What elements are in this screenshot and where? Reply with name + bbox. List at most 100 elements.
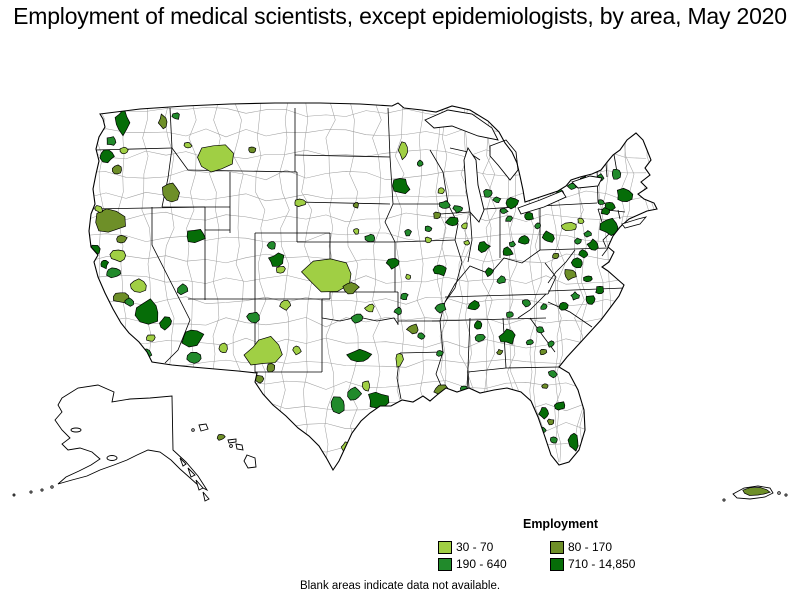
- employment-area: [540, 303, 548, 310]
- employment-area: [552, 252, 560, 259]
- employment-area: [99, 149, 115, 164]
- employment-area: [119, 146, 129, 155]
- employment-area: [560, 222, 577, 232]
- legend-swatch-30-70: [438, 540, 452, 554]
- employment-area: [541, 383, 549, 389]
- employment-area: [611, 168, 622, 180]
- employment-area: [393, 306, 402, 316]
- employment-area: [267, 252, 285, 267]
- employment-area: [364, 233, 376, 243]
- employment-area: [157, 113, 168, 130]
- employment-area: [577, 217, 585, 224]
- employment-area: [524, 212, 534, 221]
- legend-item-80-170: 80 - 170: [550, 540, 683, 554]
- employment-area: [600, 207, 610, 216]
- employment-area: [248, 146, 257, 154]
- employment-area: [554, 401, 566, 411]
- employment-area: [474, 333, 486, 343]
- employment-area: [506, 311, 514, 318]
- employment-area: [424, 236, 432, 244]
- us-mainland: [89, 103, 657, 470]
- footnote: Blank areas indicate data not available.: [299, 580, 501, 592]
- legend-swatch-710-14850: [550, 557, 564, 571]
- employment-area: [496, 348, 504, 356]
- employment-area: [368, 391, 390, 409]
- employment-area: [439, 200, 451, 209]
- legend-label: 190 - 640: [456, 557, 507, 571]
- employment-area: [433, 211, 441, 220]
- legend-swatch-80-170: [550, 540, 564, 554]
- employment-area: [330, 396, 345, 415]
- employment-area: [395, 353, 404, 368]
- us-outline: [88, 102, 658, 472]
- employment-area: [539, 348, 548, 356]
- employment-area: [570, 257, 583, 269]
- employment-area: [342, 282, 360, 295]
- employment-area: [593, 160, 601, 167]
- employment-area: [397, 141, 408, 161]
- employment-area: [112, 164, 122, 175]
- employment-area: [452, 205, 464, 214]
- employment-area: [492, 196, 502, 203]
- legend-item-190-640: 190 - 640: [438, 557, 550, 571]
- employment-area: [578, 249, 589, 259]
- employment-area: [162, 182, 180, 203]
- employment-area: [106, 136, 117, 146]
- employment-area: [502, 246, 514, 256]
- employment-area: [444, 216, 459, 227]
- employment-area: [434, 302, 447, 314]
- employment-area: [521, 299, 531, 308]
- legend-item-30-70: 30 - 70: [438, 540, 550, 554]
- employment-area: [597, 199, 606, 205]
- employment-area: [536, 326, 545, 334]
- employment-area: [595, 286, 604, 295]
- employment-area: [604, 202, 616, 211]
- employment-area: [171, 112, 180, 120]
- employment-area: [279, 299, 292, 311]
- employment-area: [616, 187, 634, 202]
- employment-area: [246, 311, 260, 324]
- employment-area: [549, 436, 558, 444]
- employment-area: [294, 198, 307, 207]
- employment-area: [134, 298, 159, 325]
- employment-area: [95, 208, 126, 233]
- employment-area: [353, 228, 360, 235]
- employment-area: [547, 370, 558, 379]
- employment-area: [177, 283, 189, 296]
- page-title: Employment of medical scientists, except…: [13, 3, 787, 29]
- employment-area: [508, 240, 516, 248]
- employment-area: [574, 237, 582, 245]
- employment-area: [392, 178, 411, 195]
- employment-area: [361, 380, 370, 392]
- employment-area: [437, 187, 445, 195]
- employment-area: [564, 269, 577, 281]
- employment-area: [599, 217, 619, 237]
- employment-area: [276, 266, 286, 274]
- employment-area: [436, 350, 444, 357]
- employment-area: [400, 292, 409, 301]
- employment-area: [474, 320, 483, 330]
- alaska-inset: [12, 384, 210, 502]
- long-island: [621, 216, 648, 229]
- employment-area: [186, 229, 206, 244]
- employment-area: [424, 225, 433, 232]
- employment-area: [505, 215, 514, 222]
- employment-area: [417, 159, 424, 167]
- employment-area: [496, 275, 506, 284]
- employment-area: [183, 142, 193, 149]
- employment-area: [461, 222, 468, 230]
- employment-area: [541, 230, 555, 243]
- map-legend: Employment 30 - 70 80 - 170 190 - 640 71…: [438, 517, 683, 571]
- employment-area: [404, 229, 412, 237]
- employment-area: [146, 334, 156, 342]
- legend-title: Employment: [522, 517, 598, 531]
- employment-area: [477, 241, 492, 254]
- employment-area: [585, 295, 596, 305]
- employment-area: [463, 239, 471, 246]
- employment-area: [347, 386, 363, 401]
- employment-area: [538, 407, 549, 420]
- employment-area: [266, 363, 276, 373]
- employment-area: [116, 235, 128, 244]
